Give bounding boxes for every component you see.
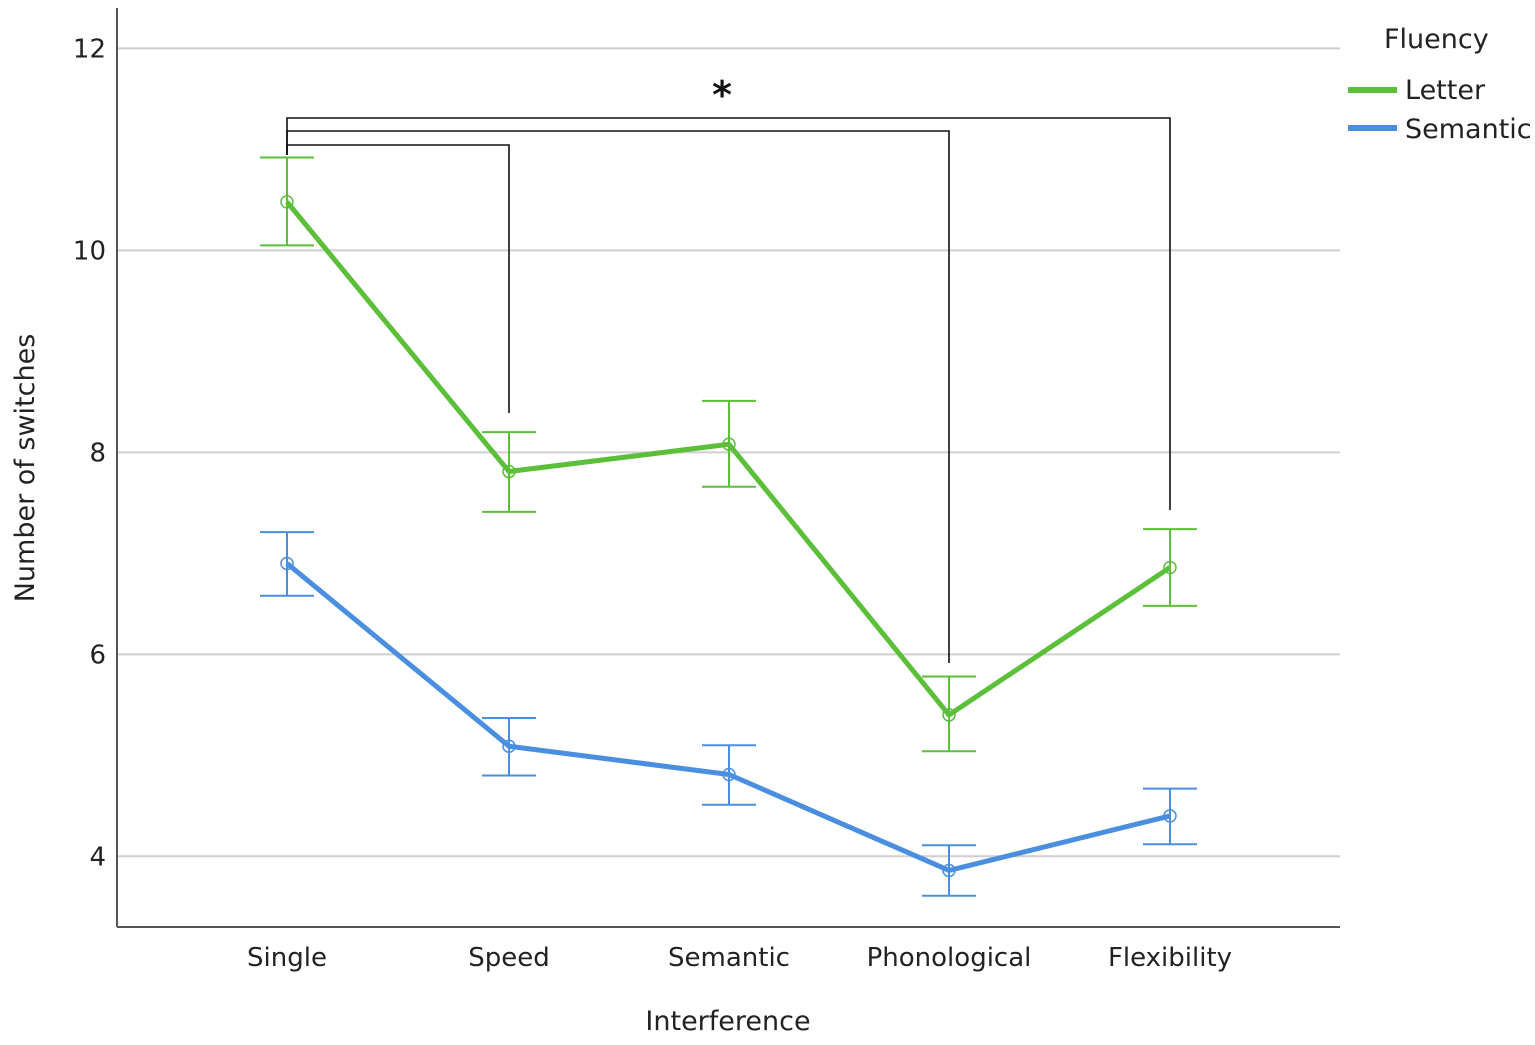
point-semantic-flexibility	[1163, 809, 1177, 823]
y-tick-label-8: 8	[89, 438, 106, 468]
y-axis-title: Number of switches	[10, 334, 41, 603]
legend-label-semantic: Semantic	[1405, 114, 1532, 145]
y-tick-labels: 4 6 8 10 12	[73, 34, 106, 872]
point-letter-phonological	[942, 708, 956, 722]
point-letter-flexibility	[1163, 560, 1177, 575]
point-letter-semantic	[722, 437, 736, 452]
point-semantic-speed	[502, 739, 516, 753]
significance-brackets	[286, 117, 1171, 663]
series-line-semantic	[285, 561, 1171, 873]
point-letter-single	[280, 195, 294, 209]
significance-bracket-speed	[286, 144, 510, 413]
legend: Fluency Letter Semantic	[1348, 24, 1532, 145]
legend-label-letter: Letter	[1405, 75, 1486, 106]
significance-bracket-flexibility	[286, 117, 1171, 510]
significance-bracket-phonological	[286, 130, 950, 663]
series-layer	[260, 156, 1197, 897]
x-tick-label-phonological: Phonological	[867, 943, 1032, 973]
point-letter-speed	[502, 464, 516, 479]
x-tick-label-flexibility: Flexibility	[1108, 943, 1232, 973]
series-letter	[260, 156, 1197, 753]
legend-title: Fluency	[1384, 24, 1489, 55]
point-semantic-semantic	[722, 767, 736, 782]
x-tick-label-single: Single	[247, 943, 327, 973]
x-tick-labels: Single Speed Semantic Phonological Flexibili…	[247, 943, 1232, 973]
significance-star: *	[712, 73, 732, 117]
y-tick-label-10: 10	[73, 236, 106, 266]
y-tick-label-6: 6	[89, 640, 106, 670]
x-tick-label-speed: Speed	[468, 943, 550, 973]
x-axis-title: Interference	[645, 1006, 810, 1037]
point-semantic-phonological	[942, 863, 956, 878]
axes	[116, 8, 1340, 928]
y-tick-label-4: 4	[89, 842, 106, 872]
y-tick-label-12: 12	[73, 34, 106, 64]
series-semantic	[260, 531, 1197, 897]
x-tick-label-semantic: Semantic	[668, 943, 790, 973]
point-semantic-single	[280, 556, 294, 571]
